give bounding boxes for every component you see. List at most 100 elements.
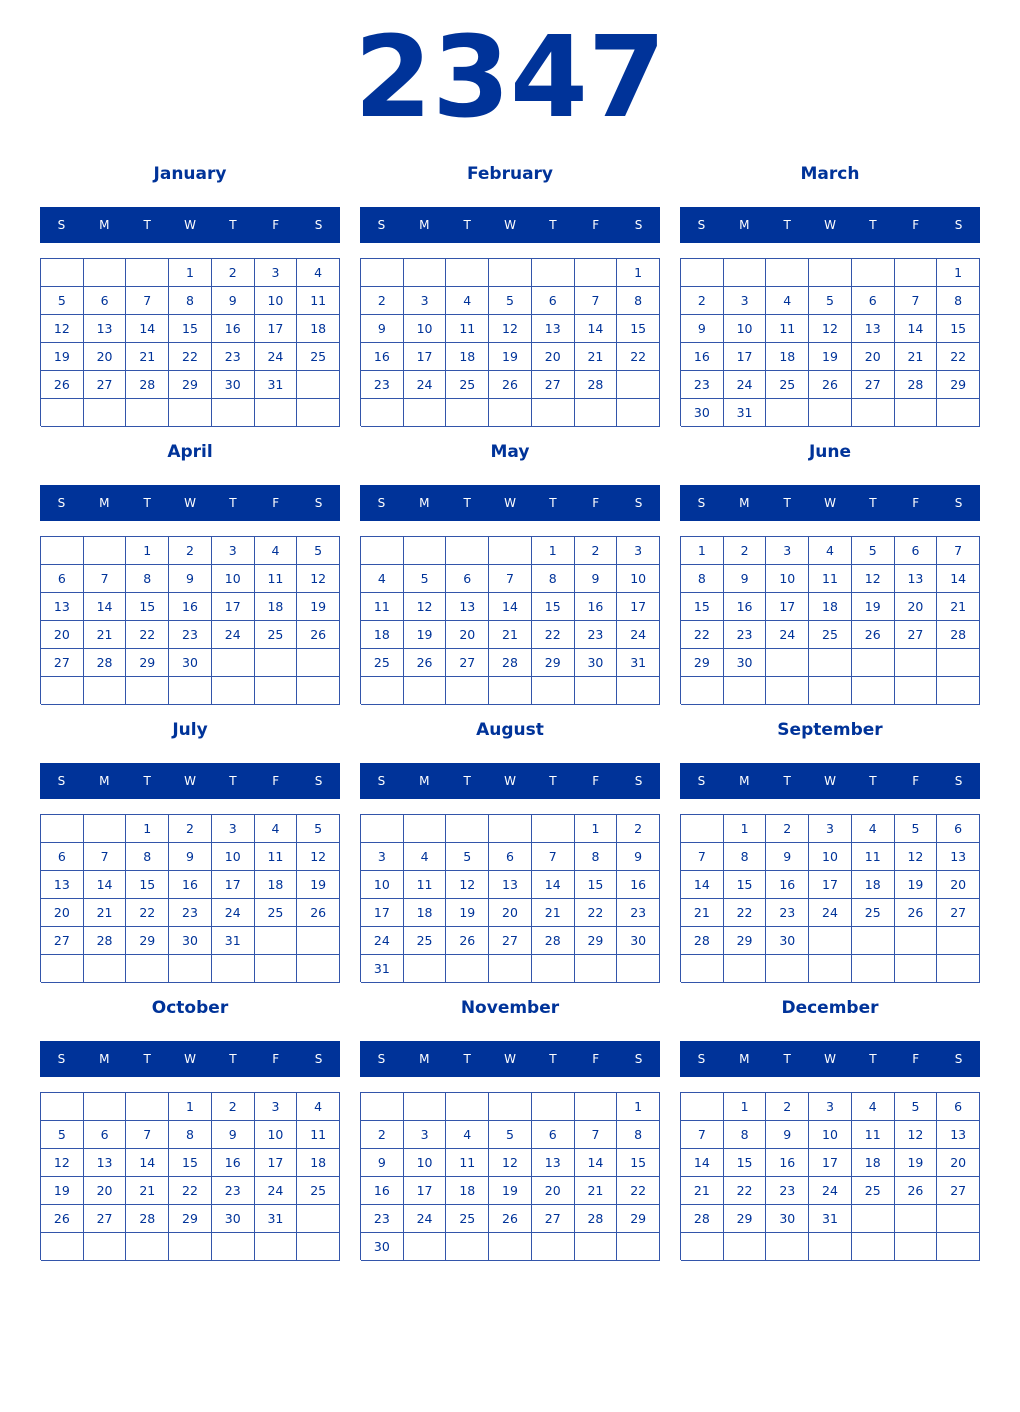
day-cell: 13 xyxy=(41,871,84,899)
day-cell xyxy=(617,955,660,983)
day-cell: 26 xyxy=(489,1205,532,1233)
day-cell: 25 xyxy=(254,621,298,649)
day-cell xyxy=(766,259,810,287)
day-cell: 19 xyxy=(851,593,895,621)
day-grid: 1 2 3 4 5 6 7 8 9 10 11 12 13 14 15 16 17 18 19 20 21 22 23 24 2… xyxy=(40,258,340,427)
day-cell: 22 xyxy=(169,1177,212,1205)
weekday-label: S xyxy=(954,774,963,788)
day-cell: 10 xyxy=(211,843,255,871)
day-cell: 2 xyxy=(169,537,212,565)
weekday-label: T xyxy=(549,218,557,232)
day-cell: 20 xyxy=(41,621,84,649)
day-cell xyxy=(937,649,980,677)
day-cell: 28 xyxy=(681,1205,724,1233)
day-cell: 12 xyxy=(894,843,938,871)
day-cell: 22 xyxy=(126,621,170,649)
day-cell xyxy=(489,677,532,705)
day-cell: 23 xyxy=(723,621,767,649)
day-cell: 28 xyxy=(574,1205,618,1233)
day-cell: 4 xyxy=(254,537,298,565)
day-cell: 31 xyxy=(254,1205,298,1233)
day-cell: 12 xyxy=(894,1121,938,1149)
day-cell: 13 xyxy=(937,1121,980,1149)
day-cell: 22 xyxy=(531,621,575,649)
weekday-label: S xyxy=(634,496,643,510)
weekday-label: W xyxy=(824,218,836,232)
weekday-label: T xyxy=(143,1052,151,1066)
day-cell: 16 xyxy=(169,593,212,621)
day-cell: 31 xyxy=(361,955,404,983)
day-cell: 11 xyxy=(766,315,810,343)
day-cell: 7 xyxy=(894,287,938,315)
day-cell xyxy=(297,927,340,955)
day-cell xyxy=(937,1205,980,1233)
day-cell: 1 xyxy=(169,1093,212,1121)
weekday-label: F xyxy=(272,218,280,232)
day-cell xyxy=(489,815,532,843)
day-cell: 9 xyxy=(169,843,212,871)
day-cell xyxy=(574,399,618,427)
weekday-label: W xyxy=(504,496,516,510)
day-cell xyxy=(126,955,170,983)
day-cell: 5 xyxy=(403,565,447,593)
day-cell: 25 xyxy=(297,1177,340,1205)
day-cell: 14 xyxy=(126,315,170,343)
day-cell xyxy=(531,677,575,705)
day-cell: 5 xyxy=(41,1121,84,1149)
day-cell xyxy=(403,399,447,427)
weekday-label: M xyxy=(99,774,110,788)
day-cell xyxy=(169,1233,212,1261)
day-cell: 18 xyxy=(851,1149,895,1177)
weekday-label: S xyxy=(697,496,706,510)
day-cell xyxy=(809,399,852,427)
weekday-label: T xyxy=(783,1052,791,1066)
weekday-label: T xyxy=(143,774,151,788)
day-cell: 21 xyxy=(531,899,575,927)
day-cell xyxy=(489,537,532,565)
day-cell: 1 xyxy=(681,537,724,565)
day-cell xyxy=(489,399,532,427)
day-cell: 20 xyxy=(83,1177,127,1205)
day-cell: 2 xyxy=(681,287,724,315)
day-cell: 26 xyxy=(489,371,532,399)
day-cell: 25 xyxy=(254,899,298,927)
day-grid: 1 2 3 4 5 6 7 8 9 10 11 12 13 14 15 16 17 18 19 20 21 22 23 24 2… xyxy=(360,258,660,427)
day-cell xyxy=(681,259,724,287)
day-cell: 4 xyxy=(809,537,852,565)
day-cell: 9 xyxy=(361,1149,404,1177)
day-cell: 16 xyxy=(211,315,255,343)
day-cell xyxy=(723,955,767,983)
day-cell: 23 xyxy=(766,1177,810,1205)
day-cell: 2 xyxy=(211,259,255,287)
day-cell: 18 xyxy=(809,593,852,621)
day-cell: 19 xyxy=(446,899,490,927)
day-cell xyxy=(83,1093,127,1121)
day-cell: 8 xyxy=(723,843,767,871)
day-cell: 6 xyxy=(41,565,84,593)
day-cell xyxy=(41,1233,84,1261)
day-cell: 27 xyxy=(894,621,938,649)
day-cell xyxy=(809,259,852,287)
day-cell: 3 xyxy=(211,537,255,565)
day-cell xyxy=(937,1233,980,1261)
day-cell: 21 xyxy=(83,899,127,927)
day-cell: 12 xyxy=(446,871,490,899)
day-cell: 9 xyxy=(723,565,767,593)
day-cell: 9 xyxy=(169,565,212,593)
day-cell: 9 xyxy=(211,287,255,315)
weekday-label: W xyxy=(184,774,196,788)
day-cell xyxy=(361,1093,404,1121)
day-cell xyxy=(446,1093,490,1121)
weekday-label: S xyxy=(634,218,643,232)
day-cell: 27 xyxy=(83,371,127,399)
day-cell: 2 xyxy=(361,1121,404,1149)
day-cell: 31 xyxy=(617,649,660,677)
day-cell: 8 xyxy=(126,565,170,593)
day-cell: 8 xyxy=(169,1121,212,1149)
day-cell: 11 xyxy=(446,1149,490,1177)
day-cell: 13 xyxy=(83,315,127,343)
day-cell: 8 xyxy=(723,1121,767,1149)
